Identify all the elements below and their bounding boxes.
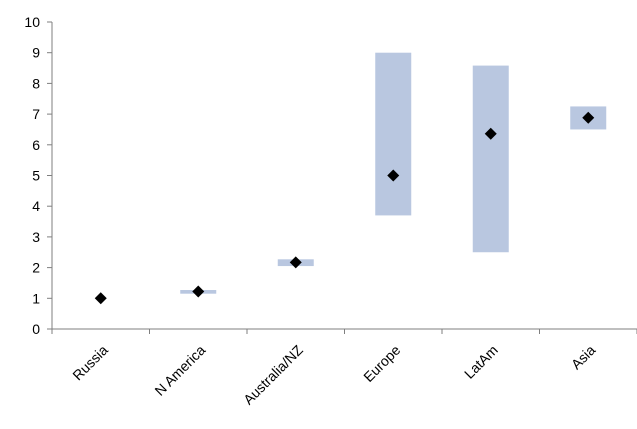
range-bar-latam	[472, 65, 509, 253]
data-point-asia	[582, 111, 595, 124]
x-tick-label: N America	[151, 342, 208, 399]
data-point-latam	[484, 127, 497, 140]
range-bar-europe	[375, 52, 412, 216]
data-point-australia-nz	[289, 256, 302, 269]
plot-area: 0 1 2 3 4 5 6 7 8 9 10 Russia N America Australia/NZ E…	[24, 14, 637, 408]
x-tick-label: Europe	[360, 342, 403, 385]
data-point-n-america	[192, 285, 205, 298]
y-tick-label: 4	[32, 198, 40, 214]
y-tick-label: 2	[32, 260, 40, 276]
y-tick-label: 5	[32, 168, 40, 184]
x-tick-label: LatAm	[461, 342, 501, 382]
x-tick-label: Russia	[69, 342, 111, 384]
y-tick-label: 8	[32, 75, 40, 91]
x-tick-label: Australia/NZ	[240, 341, 306, 407]
y-tick-label: 6	[32, 137, 40, 153]
data-point-europe	[387, 169, 400, 182]
y-tick-label: 9	[32, 45, 40, 61]
x-tick-label: Asia	[568, 342, 599, 373]
y-tick-label: 3	[32, 229, 40, 245]
y-tick-label: 1	[32, 290, 40, 306]
data-point-russia	[94, 292, 107, 305]
y-tick-label: 7	[32, 106, 40, 122]
y-tick-label: 0	[32, 321, 40, 337]
y-tick-label: 10	[24, 14, 40, 30]
